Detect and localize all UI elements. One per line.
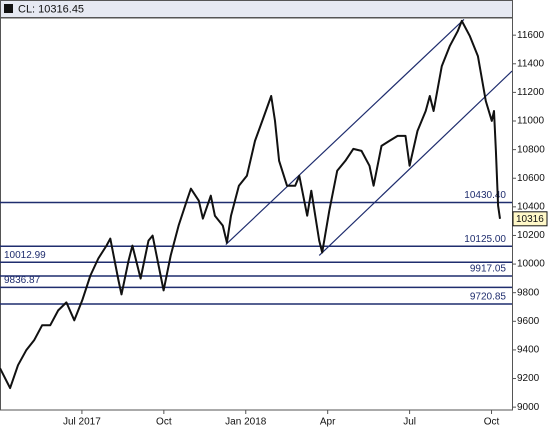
x-tick-label: Oct [156, 417, 172, 428]
x-tick-label: Oct [484, 417, 500, 428]
y-tick-label: 9600 [517, 316, 540, 327]
y-tick-label: 9200 [517, 373, 540, 384]
y-tick-label: 11600 [517, 30, 545, 41]
y-tick-label: 10600 [517, 173, 545, 184]
y-tick-label: 11400 [517, 58, 545, 69]
y-tick-label: 10200 [517, 230, 545, 241]
y-tick-label: 11200 [517, 87, 545, 98]
y-tick-label: 10400 [517, 201, 545, 212]
last-value-box [512, 211, 548, 227]
trend-line [318, 70, 513, 256]
x-tick-label: Apr [320, 417, 336, 428]
level-label: 10012.99 [4, 250, 46, 261]
level-label: 9917.05 [470, 264, 507, 275]
last-value-label: 10316 [516, 214, 544, 225]
level-label: 9836.87 [4, 275, 41, 286]
level-label: 10125.00 [464, 234, 506, 245]
y-tick-label: 10000 [517, 259, 545, 270]
x-tick-label: Jul [403, 417, 416, 428]
chart-title: CL: 10316.45 [18, 3, 84, 15]
level-label: 10430.40 [464, 190, 506, 201]
y-tick-label: 9800 [517, 287, 540, 298]
trend-line [225, 18, 465, 246]
y-tick-label: 9400 [517, 345, 540, 356]
x-tick-label: Jan 2018 [225, 417, 267, 428]
y-tick-label: 10800 [517, 144, 545, 155]
price-line [0, 19, 501, 390]
y-tick-label: 11000 [517, 116, 545, 127]
level-label: 9720.85 [470, 292, 507, 303]
plot-border [0, 17, 513, 411]
y-tick-label: 9000 [517, 402, 540, 413]
legend-swatch [4, 4, 13, 13]
x-tick-label: Jul 2017 [63, 417, 101, 428]
